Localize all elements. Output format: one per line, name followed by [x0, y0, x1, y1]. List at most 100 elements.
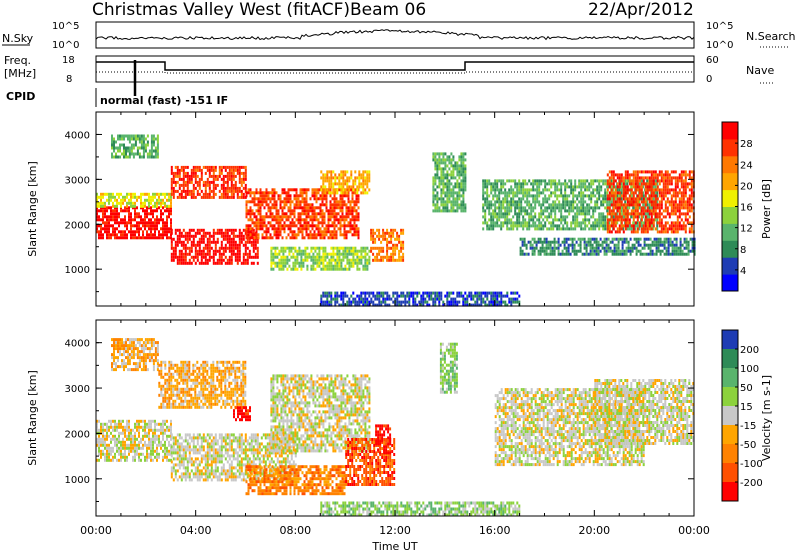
power-cell: [302, 252, 305, 256]
power-cell: [154, 149, 157, 153]
power-cell: [528, 218, 531, 222]
power-cell: [284, 246, 287, 250]
power-cell: [170, 237, 173, 241]
power-cell: [648, 221, 651, 225]
power-cell: [446, 191, 449, 195]
power-cell: [568, 209, 571, 213]
power-cell: [335, 224, 338, 228]
power-cell: [168, 212, 170, 216]
power-cell: [634, 185, 637, 189]
power-cell: [595, 240, 598, 244]
power-cell: [615, 252, 618, 256]
power-cell: [218, 165, 221, 169]
power-cell: [635, 240, 638, 244]
power-cell: [338, 176, 341, 180]
power-cell: [114, 195, 116, 199]
power-cell: [150, 195, 152, 199]
power-cell: [192, 255, 195, 259]
power-cell: [566, 185, 569, 189]
power-cell: [508, 221, 511, 225]
power-cell: [563, 240, 566, 244]
power-cell: [156, 152, 159, 156]
power-cell: [276, 255, 279, 259]
power-cell: [130, 221, 132, 225]
power-cell: [624, 185, 627, 189]
power-cell: [554, 218, 557, 222]
power-cell: [334, 173, 337, 177]
power-cell: [220, 252, 223, 256]
power-cell: [642, 176, 645, 180]
power-cell: [322, 255, 325, 259]
power-cell: [346, 267, 349, 271]
power-cell: [652, 188, 655, 192]
power-cell: [654, 206, 657, 210]
power-cell: [532, 179, 535, 183]
power-cell: [192, 168, 195, 172]
power-cell: [112, 212, 114, 216]
power-cell: [230, 252, 233, 256]
power-cell: [578, 185, 581, 189]
power-cell: [450, 161, 453, 165]
power-cell: [682, 170, 685, 174]
power-cell: [648, 209, 651, 213]
power-cell: [562, 200, 565, 204]
power-cell: [448, 167, 451, 171]
power-cell: [612, 197, 615, 201]
power-cell: [620, 176, 623, 180]
power-cell: [184, 195, 187, 199]
power-cell: [322, 291, 325, 295]
power-cell: [325, 227, 328, 231]
power-cell: [325, 203, 328, 207]
power-cell: [616, 203, 619, 207]
power-cell: [275, 233, 278, 237]
power-cell: [338, 264, 341, 268]
power-cell: [294, 249, 297, 253]
power-cell: [333, 203, 336, 207]
power-cell: [574, 188, 577, 192]
power-cell: [292, 252, 295, 256]
power-cell: [242, 237, 245, 241]
power-cell: [526, 191, 529, 195]
power-cell: [253, 221, 256, 225]
power-cell: [152, 149, 155, 153]
power-cell: [324, 258, 327, 262]
power-cell: [684, 218, 687, 222]
power-cell: [307, 236, 310, 240]
power-cell: [104, 224, 106, 228]
power-cell: [514, 221, 517, 225]
power-cell: [271, 212, 274, 216]
power-cell: [275, 218, 278, 222]
power-cell: [152, 227, 154, 231]
power-cell: [553, 252, 556, 256]
power-cell: [450, 188, 453, 192]
power-cell: [368, 170, 371, 174]
power-cell: [144, 201, 146, 205]
power-cell: [224, 231, 227, 235]
power-cell: [329, 209, 332, 213]
power-cell: [291, 209, 294, 213]
power-cell: [156, 149, 159, 153]
power-cell: [672, 224, 675, 228]
power-cell: [632, 212, 635, 216]
power-cell: [384, 255, 387, 259]
power-cell: [340, 191, 343, 195]
power-cell: [138, 224, 140, 228]
power-cell: [329, 212, 332, 216]
power-cell: [322, 185, 325, 189]
power-cell: [366, 176, 369, 180]
power-cell: [442, 152, 445, 156]
power-cell: [244, 186, 247, 190]
power-cell: [664, 221, 667, 225]
power-cell: [637, 237, 640, 241]
power-cell: [648, 212, 651, 216]
power-cell: [679, 246, 682, 250]
power-cell: [355, 197, 358, 201]
power-cell: [616, 197, 619, 201]
power-cell: [261, 221, 264, 225]
power-cell: [269, 233, 272, 237]
power-cell: [580, 182, 583, 186]
power-cell: [632, 230, 635, 234]
power-cell: [595, 243, 598, 247]
power-cell: [549, 243, 552, 247]
power-cell: [319, 215, 322, 219]
